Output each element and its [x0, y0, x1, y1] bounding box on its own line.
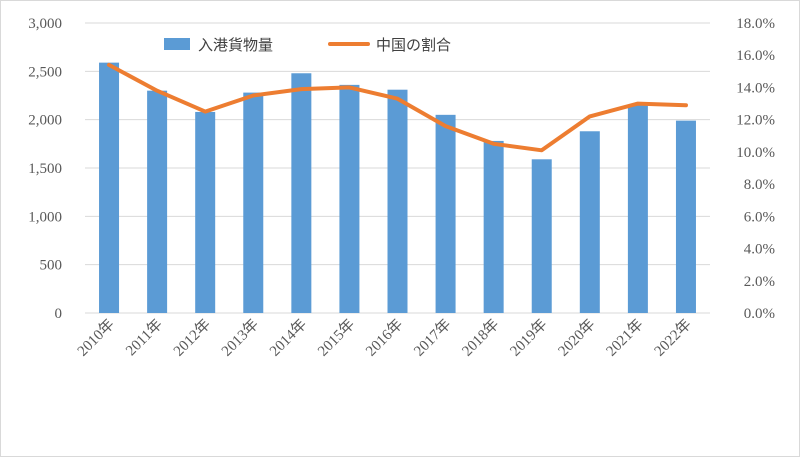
legend-label-bar: 入港貨物量 — [198, 36, 273, 54]
bar — [99, 62, 120, 314]
legend: 入港貨物量 中国の割合 — [164, 36, 451, 54]
x-tick-label: 2012年 — [170, 316, 214, 360]
right-tick-label: 0.0% — [744, 306, 775, 322]
right-tick-label: 8.0% — [744, 177, 775, 193]
x-tick-label: 2020年 — [555, 316, 599, 360]
bar — [531, 159, 552, 313]
bar — [483, 140, 504, 313]
left-tick-label: 2,500 — [28, 64, 62, 80]
bar — [627, 105, 648, 314]
x-tick-label: 2013年 — [218, 316, 262, 360]
left-tick-label: 3,000 — [28, 16, 62, 32]
left-tick-label: 0 — [55, 306, 63, 322]
bar — [339, 84, 360, 313]
bar-series — [99, 62, 696, 314]
x-tick-label: 2010年 — [74, 316, 118, 360]
right-tick-label: 14.0% — [736, 80, 775, 96]
right-tick-label: 16.0% — [736, 48, 775, 64]
bar — [291, 73, 312, 314]
x-tick-label: 2016年 — [362, 316, 406, 360]
right-tick-label: 2.0% — [744, 274, 775, 290]
right-tick-label: 18.0% — [736, 16, 775, 32]
bar — [195, 111, 216, 313]
x-tick-label: 2011年 — [122, 316, 165, 359]
x-tick-label: 2022年 — [651, 316, 695, 360]
x-tick-label: 2019年 — [507, 316, 551, 360]
bar — [675, 120, 696, 313]
line-series — [107, 62, 688, 153]
legend-swatch-bar — [164, 38, 190, 50]
right-tick-label: 10.0% — [736, 145, 775, 161]
bar — [387, 89, 408, 313]
bar — [243, 92, 264, 313]
left-tick-label: 1,000 — [28, 209, 62, 225]
bar — [147, 90, 168, 314]
left-tick-label: 1,500 — [28, 161, 62, 177]
x-tick-label: 2015年 — [314, 316, 358, 360]
left-tick-label: 500 — [40, 258, 63, 274]
bar — [579, 131, 600, 313]
right-tick-label: 12.0% — [736, 113, 775, 129]
x-tick-label: 2021年 — [603, 316, 647, 360]
right-tick-label: 6.0% — [744, 209, 775, 225]
right-axis-ticks: 0.0% 2.0% 4.0% 6.0% 8.0% 10.0% 12.0% 14.0% 16.0%… — [736, 16, 775, 322]
left-axis-ticks: 0 500 1,000 1,500 2,000 2,500 3,000 — [28, 16, 62, 322]
left-tick-label: 2,000 — [28, 113, 62, 129]
x-tick-label: 2014年 — [266, 316, 310, 360]
x-axis-ticks: 2010年 2011年 2012年 2013年 2014年 2015年 2016年 2017年… — [74, 316, 695, 360]
legend-label-line: 中国の割合 — [376, 36, 451, 54]
x-tick-label: 2017年 — [411, 316, 455, 360]
right-tick-label: 4.0% — [744, 242, 775, 258]
bar — [435, 114, 456, 313]
x-tick-label: 2018年 — [459, 316, 503, 360]
